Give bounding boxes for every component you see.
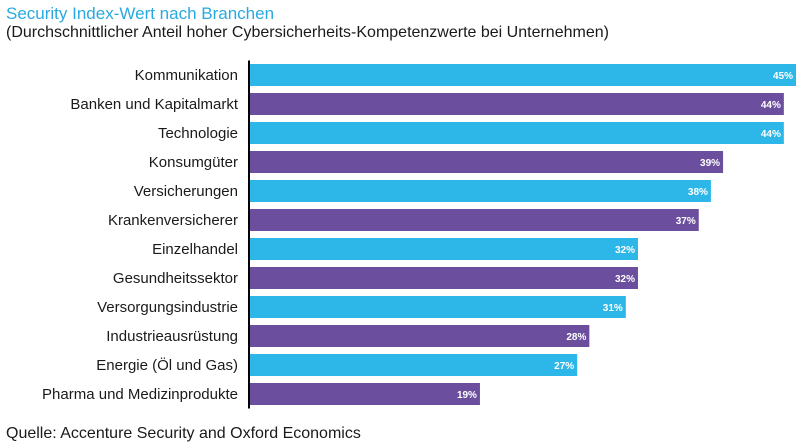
category-label: Krankenversicherer [108,212,238,229]
bar-1 [249,93,784,115]
category-label: Versicherungen [134,183,238,200]
chart-title: Security Index-Wert nach Branchen [6,4,275,23]
value-label: 44% [761,129,781,140]
bar-10 [249,354,578,376]
value-label: 27% [554,361,574,372]
value-label: 32% [615,245,635,256]
category-label: Banken und Kapitalmarkt [70,96,238,113]
value-label: 45% [773,71,793,82]
value-label: 31% [603,303,623,314]
bar-6 [249,238,638,260]
bar-9 [249,325,590,347]
bar-2 [249,122,784,144]
value-label: 39% [700,158,720,169]
value-label: 19% [457,390,477,401]
category-label: Technologie [158,125,238,142]
category-label: Versorgungsindustrie [97,299,238,316]
value-label: 37% [676,216,696,227]
category-label: Einzelhandel [152,241,238,258]
value-label: 38% [688,187,708,198]
category-label: Pharma und Medizinprodukte [42,386,238,403]
value-label: 44% [761,100,781,111]
bar-11 [249,383,480,405]
chart-source: Quelle: Accenture Security and Oxford Ec… [6,425,361,442]
bar-3 [249,151,724,173]
bar-5 [249,209,699,231]
category-label: Konsumgüter [149,154,238,171]
bar-4 [249,180,711,202]
chart-subtitle: (Durchschnittlicher Anteil hoher Cybersi… [6,24,609,41]
category-label: Industrieausrüstung [106,328,238,345]
value-label: 32% [615,274,635,285]
category-label: Energie (Öl und Gas) [96,356,238,374]
bar-0 [249,64,796,86]
bar-7 [249,267,638,289]
category-label: Gesundheitssektor [113,270,238,287]
category-label: Kommunikation [135,67,238,84]
value-label: 28% [566,332,586,343]
bar-8 [249,296,626,318]
